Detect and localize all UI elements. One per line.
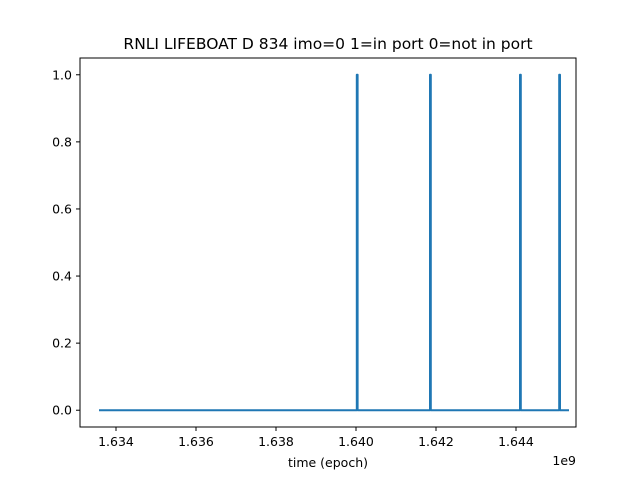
x-tick-label: 1.634 [98, 434, 134, 449]
x-tick-label: 1.636 [178, 434, 214, 449]
y-tick-label: 0.8 [52, 134, 72, 149]
x-axis-offset-label: 1e9 [552, 453, 576, 468]
x-tick-label: 1.638 [258, 434, 294, 449]
y-axis: 0.0 0.2 0.4 0.6 0.8 1.0 [52, 67, 80, 418]
y-tick-label: 0.6 [52, 201, 72, 216]
chart-title: RNLI LIFEBOAT D 834 imo=0 1=in port 0=no… [123, 35, 532, 53]
y-tick-label: 0.0 [52, 403, 72, 418]
x-axis-label: time (epoch) [288, 455, 368, 470]
series-line-0 [99, 73, 569, 412]
y-tick-label: 0.4 [52, 269, 72, 284]
x-tick-label: 1.640 [338, 434, 374, 449]
x-axis: 1.634 1.636 1.638 1.640 1.642 1.644 [98, 427, 534, 449]
y-tick-label: 0.2 [52, 336, 72, 351]
plot-frame [79, 57, 577, 428]
plot-area [79, 57, 577, 428]
x-tick-label: 1.644 [498, 434, 534, 449]
y-tick-label: 1.0 [52, 67, 72, 82]
x-tick-label: 1.642 [418, 434, 454, 449]
